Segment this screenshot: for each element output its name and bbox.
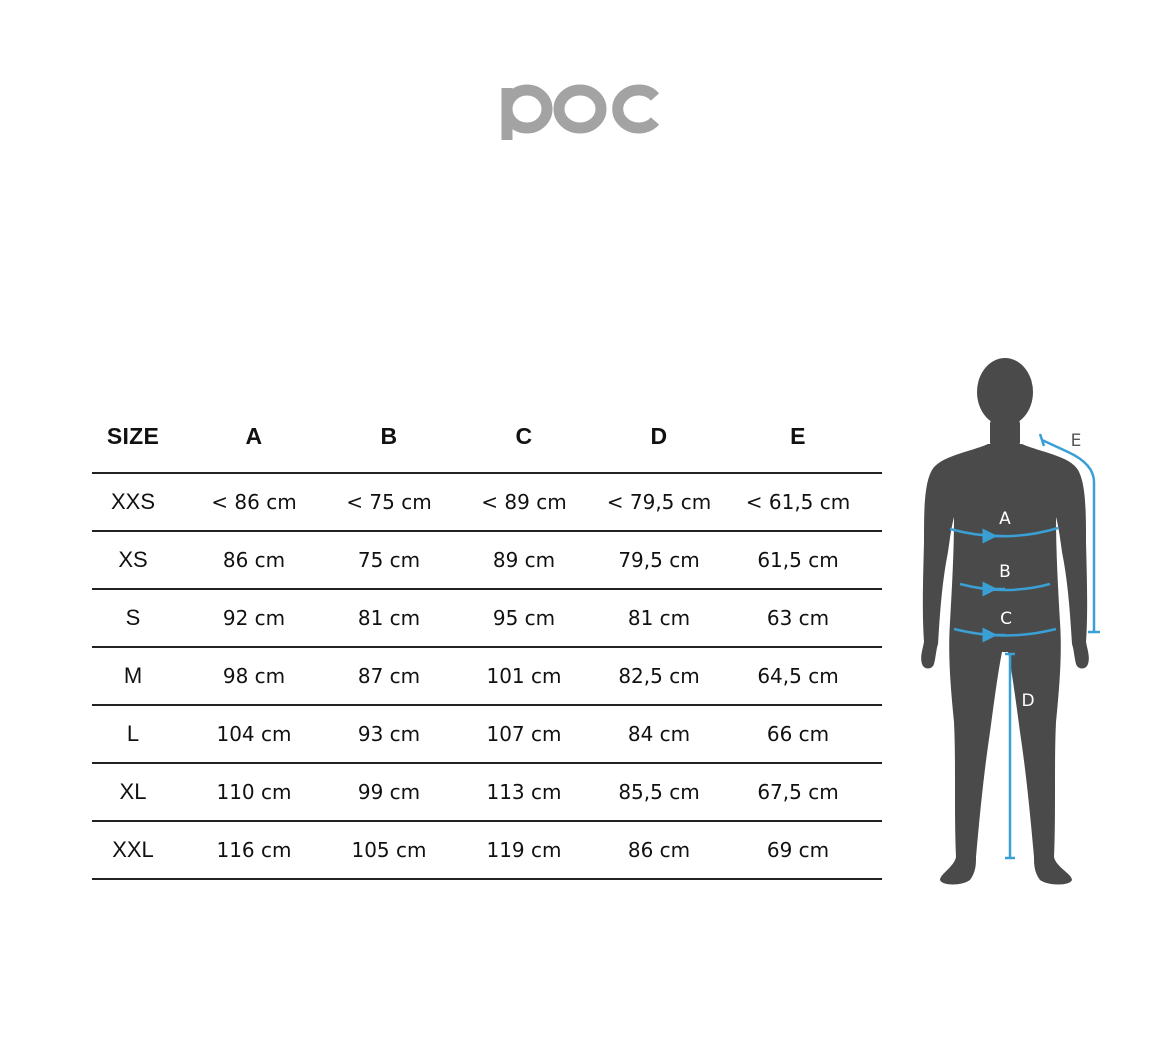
cell-b: 75 cm	[334, 531, 444, 590]
cell-a: < 86 cm	[174, 473, 334, 532]
cell-c: 95 cm	[444, 589, 604, 648]
measurement-labels: A B C D E	[999, 431, 1081, 711]
cell-a: 92 cm	[174, 589, 334, 648]
cell-c: 119 cm	[444, 821, 604, 880]
cell-c: < 89 cm	[444, 473, 604, 532]
cell-c: 101 cm	[444, 647, 604, 706]
cell-c: 107 cm	[444, 705, 604, 764]
measure-e-line	[1041, 438, 1096, 632]
cell-d: 85,5 cm	[604, 763, 714, 822]
cell-d: 81 cm	[604, 589, 714, 648]
cell-e: 61,5 cm	[714, 531, 882, 590]
cell-d: 84 cm	[604, 705, 714, 764]
size-chart-table: SIZE A B C D E XXS < 86 cm < 75 cm < 89 …	[92, 400, 882, 880]
cell-a: 110 cm	[174, 763, 334, 822]
label-a: A	[999, 509, 1011, 529]
label-e: E	[1071, 431, 1082, 451]
label-b: B	[999, 562, 1011, 582]
cell-b: 99 cm	[334, 763, 444, 822]
measure-d-caps	[1005, 652, 1015, 860]
cell-d: 79,5 cm	[604, 531, 714, 590]
cell-e: 63 cm	[714, 589, 882, 648]
cell-b: 93 cm	[334, 705, 444, 764]
cell-a: 116 cm	[174, 821, 334, 880]
size-cell: L	[92, 705, 174, 764]
measurement-lines	[949, 433, 1100, 860]
cell-e: 64,5 cm	[714, 647, 882, 706]
cell-b: < 75 cm	[334, 473, 444, 532]
cell-d: < 79,5 cm	[604, 473, 714, 532]
size-cell: XS	[92, 531, 174, 590]
cell-b: 87 cm	[334, 647, 444, 706]
cell-e: 69 cm	[714, 821, 882, 880]
cell-c: 113 cm	[444, 763, 604, 822]
table-row: XL 110 cm 99 cm 113 cm 85,5 cm 67,5 cm	[92, 763, 882, 822]
measure-e-caps	[1038, 433, 1100, 634]
column-header-size: SIZE	[92, 400, 174, 474]
table-header-row: SIZE A B C D E	[92, 400, 882, 474]
cell-c: 89 cm	[444, 531, 604, 590]
column-header-d: D	[604, 400, 714, 474]
table-row: XS 86 cm 75 cm 89 cm 79,5 cm 61,5 cm	[92, 531, 882, 590]
cell-b: 81 cm	[334, 589, 444, 648]
column-header-b: B	[334, 400, 444, 474]
size-cell: XXL	[92, 821, 174, 880]
body-silhouette-diagram: A B C D E	[921, 358, 1100, 885]
cell-a: 104 cm	[174, 705, 334, 764]
size-cell: S	[92, 589, 174, 648]
cell-b: 105 cm	[334, 821, 444, 880]
table-row: M 98 cm 87 cm 101 cm 82,5 cm 64,5 cm	[92, 647, 882, 706]
column-header-e: E	[714, 400, 882, 474]
size-cell: XL	[92, 763, 174, 822]
table-row: XXS < 86 cm < 75 cm < 89 cm < 79,5 cm < …	[92, 473, 882, 532]
human-silhouette	[921, 358, 1089, 885]
cell-d: 82,5 cm	[604, 647, 714, 706]
cell-e: 67,5 cm	[714, 763, 882, 822]
label-d: D	[1021, 691, 1034, 711]
column-header-c: C	[444, 400, 604, 474]
table-row: L 104 cm 93 cm 107 cm 84 cm 66 cm	[92, 705, 882, 764]
logo-text: poc	[496, 80, 666, 81]
column-header-a: A	[174, 400, 334, 474]
cell-a: 98 cm	[174, 647, 334, 706]
table-row: XXL 116 cm 105 cm 119 cm 86 cm 69 cm	[92, 821, 882, 880]
cell-e: < 61,5 cm	[714, 473, 882, 532]
body-measurement-figure: A B C D E	[910, 352, 1130, 897]
cell-e: 66 cm	[714, 705, 882, 764]
cell-d: 86 cm	[604, 821, 714, 880]
size-cell: M	[92, 647, 174, 706]
label-c: C	[1000, 609, 1012, 629]
poc-logo-mark	[501, 84, 660, 140]
poc-logo: poc	[496, 80, 666, 150]
table-row: S 92 cm 81 cm 95 cm 81 cm 63 cm	[92, 589, 882, 648]
cell-a: 86 cm	[174, 531, 334, 590]
size-cell: XXS	[92, 473, 174, 532]
